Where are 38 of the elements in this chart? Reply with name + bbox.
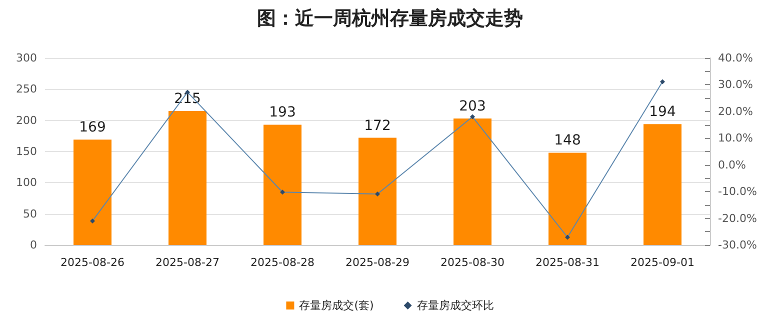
bar bbox=[358, 138, 396, 245]
y-tick-label: 0 bbox=[30, 238, 37, 252]
y-tick-label: 100 bbox=[16, 176, 37, 190]
bar bbox=[264, 124, 302, 245]
data-label: 169 bbox=[79, 120, 106, 136]
y2-tick-label: -20.0% bbox=[718, 212, 757, 225]
x-tick-label: 2025-08-29 bbox=[346, 256, 410, 269]
y2-tick-label: 30.0% bbox=[718, 78, 753, 92]
y2-tick-label: -30.0% bbox=[718, 238, 757, 252]
y-tick-label: 200 bbox=[16, 114, 37, 127]
y2-tick-label: 10.0% bbox=[718, 132, 753, 145]
legend-label: 存量房成交环比 bbox=[416, 299, 494, 312]
y-tick-label: 250 bbox=[16, 82, 37, 96]
x-tick-label: 2025-08-28 bbox=[250, 256, 314, 269]
x-tick-label: 2025-09-01 bbox=[630, 256, 694, 269]
data-label: 194 bbox=[649, 104, 676, 120]
y2-tick-label: 0.0% bbox=[718, 158, 746, 172]
y-tick-label: 50 bbox=[23, 207, 37, 220]
data-label: 148 bbox=[554, 132, 581, 149]
data-label: 193 bbox=[269, 104, 296, 121]
bar bbox=[168, 110, 206, 245]
y-tick-label: 300 bbox=[16, 52, 37, 64]
x-tick-label: 2025-08-31 bbox=[536, 256, 600, 269]
y2-tick-label: -10.0% bbox=[718, 185, 757, 198]
data-label: 203 bbox=[459, 98, 486, 114]
chart-title: 图：近一周杭州存量房成交走势 bbox=[257, 8, 523, 30]
y-tick-label: 150 bbox=[16, 145, 37, 158]
bar bbox=[454, 118, 492, 245]
legend-label: 存量房成交(套) bbox=[299, 299, 374, 312]
bar bbox=[644, 124, 682, 245]
bar bbox=[74, 140, 112, 245]
bar bbox=[548, 152, 586, 245]
y2-tick-label: 20.0% bbox=[718, 104, 753, 118]
x-tick-label: 2025-08-26 bbox=[60, 256, 124, 269]
x-tick-label: 2025-08-27 bbox=[156, 256, 220, 269]
y2-tick-label: 40.0% bbox=[718, 52, 753, 64]
x-tick-label: 2025-08-30 bbox=[440, 256, 504, 269]
data-label: 172 bbox=[364, 118, 391, 134]
